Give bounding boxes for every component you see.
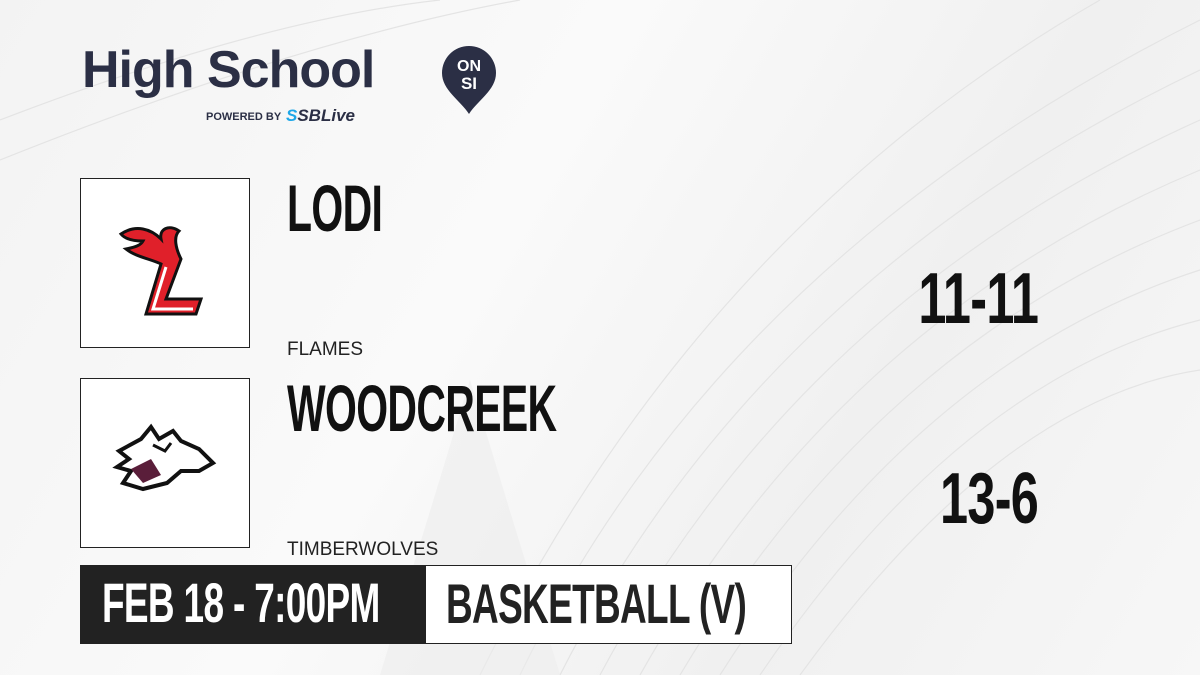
away-team-name: WOODCREEK <box>287 371 557 445</box>
partner-name: SBLive <box>297 106 355 125</box>
home-team-name: LODI <box>287 171 383 245</box>
svg-text:ON: ON <box>457 58 481 75</box>
away-record-text: 13-6 <box>939 459 1039 539</box>
flaming-l-logo-icon <box>118 226 204 316</box>
game-datetime-panel: FEB 18 - 7:00PM <box>80 565 425 644</box>
away-team-mascot: TIMBERWOLVES <box>287 539 439 560</box>
game-sport: BASKETBALL (V) <box>446 572 747 635</box>
home-team-record: 11-11 <box>867 259 1039 339</box>
woodcreek-logo-box <box>80 378 250 548</box>
away-team-record: 13-6 <box>898 459 1039 539</box>
game-sport-panel: BASKETBALL (V) <box>425 565 792 644</box>
timberwolf-logo-icon <box>112 423 217 492</box>
sblive-logo: SSBLive <box>286 106 355 125</box>
svg-text:SI: SI <box>461 74 477 93</box>
game-datetime: FEB 18 - 7:00PM <box>102 571 380 634</box>
home-team-mascot: FLAMES <box>287 339 364 360</box>
on-si-pin-icon: ON SI <box>442 46 496 114</box>
powered-by: POWERED BY <box>206 111 282 123</box>
lodi-logo-box <box>80 178 250 348</box>
brand-title: High School <box>82 41 375 99</box>
home-record-text: 11-11 <box>918 259 1039 339</box>
